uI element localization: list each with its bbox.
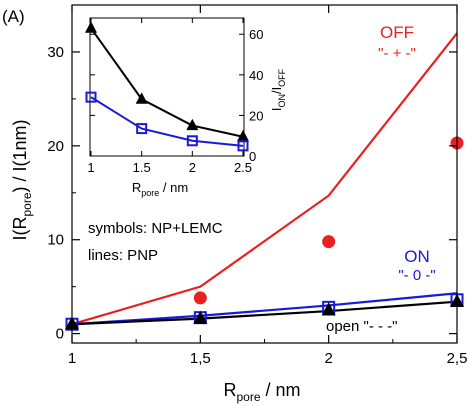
inset-x-tick-label: 1 (87, 160, 94, 175)
inset-pnp-point (186, 118, 199, 131)
inset-frame (89, 17, 245, 157)
off-pnp-line (71, 32, 458, 326)
off-sublabel: "- + -" (378, 45, 416, 62)
inset-nplemc-point (136, 123, 148, 135)
panel-label: (A) (2, 7, 25, 26)
legend-lines-text: lines: PNP (88, 247, 158, 264)
inset-y-tick-label: 20 (249, 108, 263, 123)
inset-nplemc-point (237, 140, 249, 152)
y-axis-label: I(Rpore) / I(1nm) (10, 119, 34, 240)
inset-pnp-point (85, 21, 97, 33)
y-tick-label: 20 (47, 138, 64, 155)
x-tick-label: 2 (324, 350, 332, 367)
inset-x-tick-label: 1.5 (133, 160, 151, 175)
open-label: open "- - -" (326, 318, 398, 335)
y-tick-label: 30 (47, 44, 64, 61)
inset-pnp-point (237, 129, 249, 142)
inset-nplemc-line (90, 96, 244, 147)
inset-y-tick-label: 60 (249, 27, 263, 42)
inset-nplemc-point (85, 91, 97, 103)
inset-y-axis-label: ION/IOFF (269, 68, 287, 111)
inset-pnp-point (135, 92, 148, 104)
off-nplemc-point (193, 291, 207, 305)
legend-symbols-text: symbols: NP+LEMC (88, 220, 223, 237)
open-pnp-line (71, 300, 458, 326)
on-sublabel: "- 0 -" (398, 267, 435, 284)
open-nplemc-point (193, 310, 208, 324)
x-tick-label: 1,5 (190, 350, 211, 367)
inset-data (85, 21, 249, 152)
inset-x-axis-label: Rpore / nm (132, 180, 188, 198)
main-plot-data (65, 32, 464, 331)
inset-pnp-line (90, 27, 244, 138)
inset-y-tick-label: 40 (249, 68, 263, 83)
inset-axes: 1 1.5 2 2.50 20 40 60 (87, 18, 263, 175)
x-tick-label: 2,5 (447, 350, 468, 367)
inset-nplemc-point (186, 135, 198, 147)
inset-x-tick-label: 2 (189, 160, 196, 175)
x-tick-label: 1 (68, 350, 76, 367)
inset-y-tick-label: 0 (249, 149, 256, 164)
y-tick-label: 10 (47, 232, 64, 249)
inset-x-tick-label: 2.5 (234, 160, 252, 175)
x-axis-label: Rpore / nm (223, 380, 300, 404)
off-nplemc-point (322, 235, 336, 249)
off-label: OFF (380, 23, 414, 42)
open-nplemc-point (321, 302, 336, 316)
on-label: ON (404, 247, 430, 266)
on-pnp-line (71, 292, 458, 326)
y-tick-label: 0 (56, 326, 64, 343)
